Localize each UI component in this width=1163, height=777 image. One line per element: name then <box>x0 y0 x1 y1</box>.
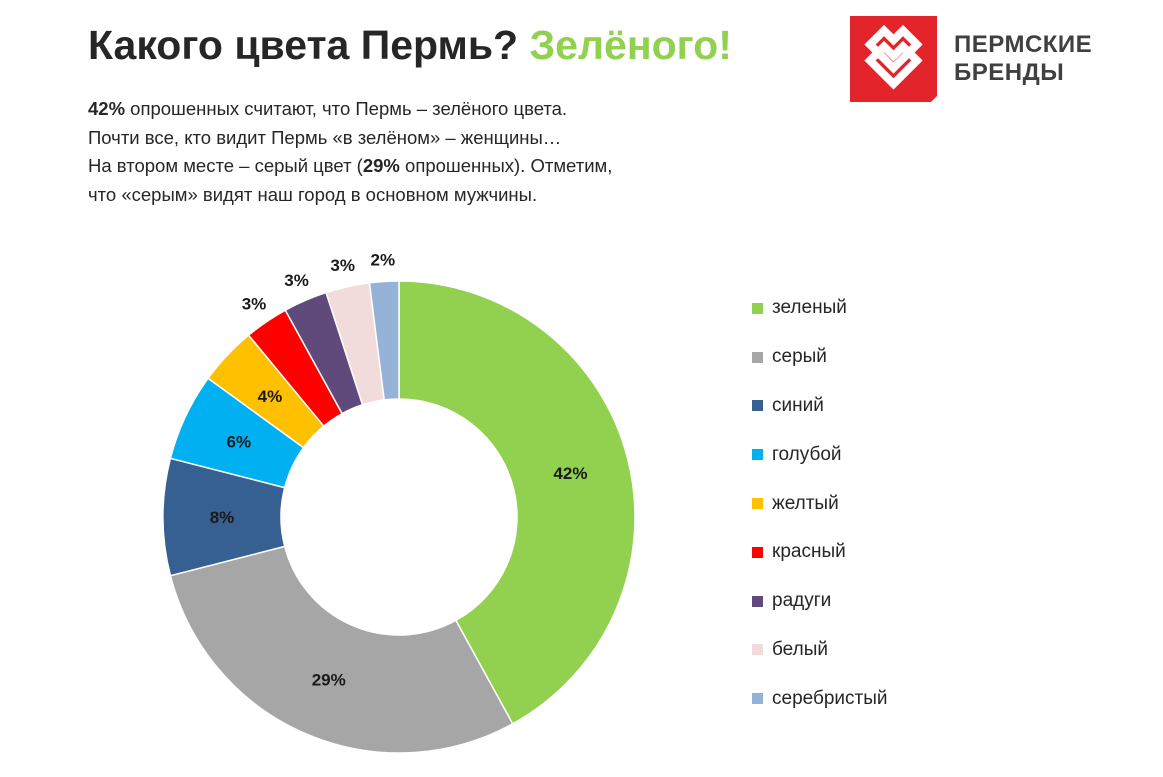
slice-label-зеленый: 42% <box>553 464 587 483</box>
legend-swatch <box>752 351 763 363</box>
intro-line-1: 42% опрошенных считают, что Пермь – зелё… <box>88 95 612 124</box>
intro-line-3-rest: опрошенных). Отметим, <box>399 155 613 176</box>
legend-item-радуги: радуги <box>752 577 888 626</box>
intro-text: 42% опрошенных считают, что Пермь – зелё… <box>88 95 612 209</box>
legend-swatch <box>752 644 763 656</box>
brand-logo: ПЕРМСКИЕ БРЕНДЫ <box>850 16 1110 104</box>
logo-line-1: ПЕРМСКИЕ <box>954 31 1093 58</box>
slice-label-белый: 3% <box>330 256 355 275</box>
legend-label: голубой <box>772 443 842 465</box>
legend-item-белый: белый <box>752 626 888 675</box>
slice-label-серебристый: 2% <box>371 251 396 270</box>
legend-item-голубой: голубой <box>752 430 888 479</box>
title-accent: Зелёного! <box>529 22 732 68</box>
intro-line-3-bold: 29% <box>362 155 400 176</box>
legend-swatch <box>752 498 763 510</box>
legend-label: белый <box>772 638 828 660</box>
legend-item-серый: серый <box>752 333 888 382</box>
legend-swatch <box>752 449 763 461</box>
logo-text: ПЕРМСКИЕ БРЕНДЫ <box>954 31 1092 87</box>
legend-swatch <box>752 302 763 314</box>
intro-line-2: Почти все, кто видит Пермь «в зелёном» –… <box>88 126 562 148</box>
legend-label: серый <box>772 346 827 368</box>
legend-swatch <box>752 595 763 607</box>
title-main: Какого цвета Пермь? <box>88 22 519 68</box>
slice-label-желтый: 4% <box>258 387 283 406</box>
legend-swatch <box>752 546 763 558</box>
slice-серебристый <box>368 280 400 401</box>
intro-line-3: На втором месте – серый цвет (29% опроше… <box>88 152 612 181</box>
chart-legend: зеленый серый синий голубой желтый красный рад… <box>752 284 888 723</box>
intro-line-1-bold: 42% <box>88 98 126 119</box>
legend-label: радуги <box>772 590 832 612</box>
intro-line-4: что «серым» видят наш город в основном м… <box>88 183 538 205</box>
legend-label: красный <box>772 541 846 563</box>
slice-label-радуги: 3% <box>284 271 309 290</box>
intro-line-1-rest: опрошенных считают, что Пермь – зелёного… <box>125 98 568 119</box>
logo-line-2: БРЕНДЫ <box>954 59 1065 86</box>
double-heart-logo-icon <box>850 16 937 102</box>
legend-swatch <box>752 693 763 705</box>
slice-label-синий: 8% <box>210 508 235 527</box>
legend-label: серебристый <box>772 687 888 709</box>
slice-labels: 42% 29% 8% 6% 4% 3% 3% 3% 2% <box>210 251 588 690</box>
legend-item-желтый: желтый <box>752 479 888 528</box>
legend-item-красный: красный <box>752 528 888 577</box>
donut-slices <box>162 280 636 754</box>
legend-swatch <box>752 400 763 412</box>
slice-зеленый <box>398 280 636 725</box>
slice-label-серый: 29% <box>312 670 346 689</box>
legend-label: зеленый <box>772 297 847 319</box>
legend-label: синий <box>772 394 824 416</box>
legend-label: желтый <box>772 492 839 514</box>
legend-item-серебристый: серебристый <box>752 674 888 723</box>
legend-item-синий: синий <box>752 382 888 431</box>
intro-line-3-start: На втором месте – серый цвет ( <box>88 155 363 176</box>
slice-label-голубой: 6% <box>227 433 252 452</box>
slice-label-красный: 3% <box>242 295 267 314</box>
page-title: Какого цвета Пермь? Зелёного! <box>88 22 732 69</box>
slice-серый <box>169 545 514 754</box>
legend-item-зеленый: зеленый <box>752 284 888 333</box>
